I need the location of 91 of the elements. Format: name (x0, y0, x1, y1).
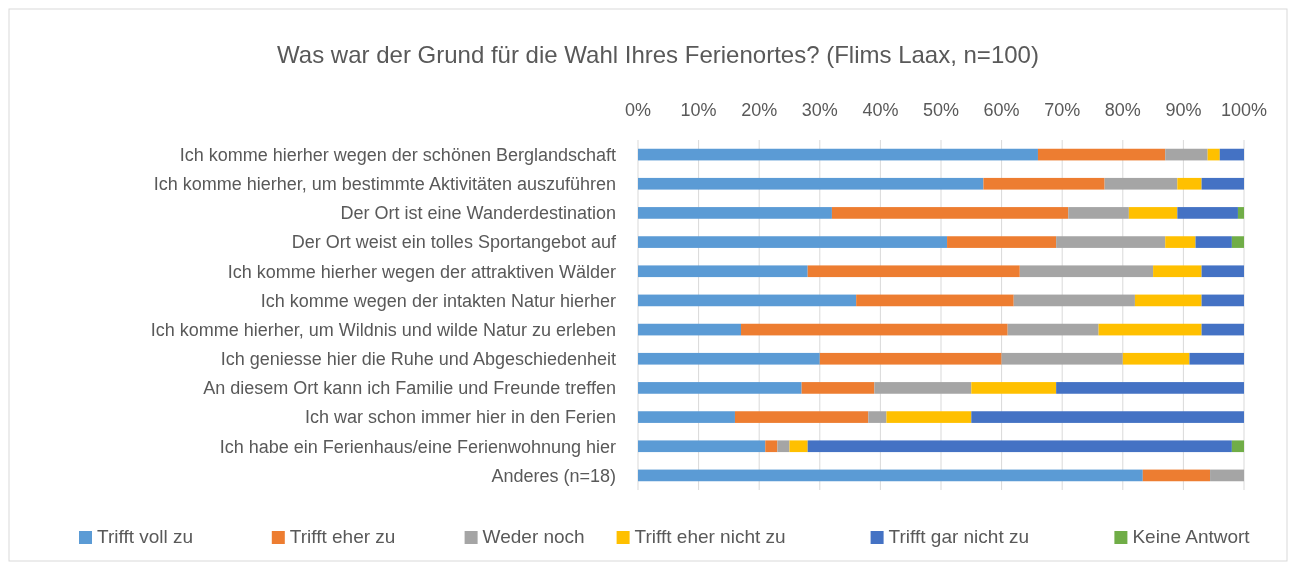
bar (1237, 207, 1244, 219)
chart-title: Was war der Grund für die Wahl Ihres Ferienortes? (Flims Laax, n=100) (277, 41, 1039, 68)
bar (1201, 323, 1244, 336)
bar (874, 382, 972, 394)
x-tick-label: 20% (741, 100, 778, 120)
x-tick-label: 60% (983, 100, 1020, 120)
bar (971, 411, 1244, 423)
bar (638, 148, 1038, 161)
y-tick-label: Der Ort ist eine Wanderdestination (340, 203, 616, 224)
bar (1098, 323, 1202, 336)
bar (734, 411, 869, 423)
bar (789, 440, 808, 453)
bar (1037, 148, 1166, 161)
bar (638, 236, 948, 248)
bar (1177, 177, 1202, 190)
y-tick-label: Ich komme hierher, um bestimmte Aktivitäten auszuführen (153, 174, 616, 195)
bar (638, 382, 802, 394)
bar (1177, 207, 1238, 219)
bar (1056, 382, 1244, 394)
bar (1068, 207, 1129, 219)
bar (638, 469, 1143, 482)
bar (1207, 148, 1220, 161)
bar (638, 352, 820, 365)
bar (819, 352, 1002, 365)
x-tick-label: 30% (801, 100, 838, 120)
bar (638, 177, 984, 190)
bar (638, 294, 857, 307)
bar (868, 411, 887, 423)
y-tick-label: Ich habe ein Ferienhaus/eine Ferienwohnung hier (219, 436, 616, 457)
y-tick-label: Der Ort weist ein tolles Sportangebot auf (291, 232, 617, 253)
x-tick-label: 10% (680, 100, 717, 120)
bar (1142, 469, 1211, 482)
y-tick-label: Ich komme hierher wegen der attraktiven Wälder (227, 261, 616, 282)
bar (1231, 236, 1244, 248)
x-tick-label: 100% (1220, 100, 1268, 120)
x-tick-label: 80% (1104, 100, 1141, 120)
bar (638, 265, 808, 278)
bar (1134, 294, 1202, 307)
bar (1210, 469, 1244, 482)
bar (1189, 352, 1244, 365)
bar (856, 294, 1014, 307)
bar (801, 382, 875, 394)
legend-label: Weder noch (482, 526, 585, 547)
bar (807, 440, 1232, 453)
x-tick-label: 90% (1165, 100, 1202, 120)
y-tick-label: Ich komme hierher wegen der schönen Berglandschaft (179, 144, 616, 165)
bar (1201, 265, 1244, 278)
bar (831, 207, 1069, 219)
bar (886, 411, 972, 423)
bar (1165, 236, 1196, 248)
x-tick-label: 0% (624, 100, 652, 120)
bar (1122, 352, 1190, 365)
bar (1165, 148, 1208, 161)
y-tick-label: Ich war schon immer hier in den Ferien (304, 407, 616, 428)
bar (741, 323, 1008, 336)
bar (638, 440, 766, 453)
legend-label: Trifft eher zu (289, 526, 396, 547)
bar (1007, 323, 1099, 336)
bar (983, 177, 1105, 190)
bar (1231, 440, 1244, 453)
bar (807, 265, 1020, 278)
bar (1019, 265, 1154, 278)
bar (1056, 236, 1166, 248)
bar (1104, 177, 1178, 190)
x-tick-label: 50% (922, 100, 960, 120)
bar (638, 207, 832, 219)
bar (1201, 294, 1244, 307)
bar (777, 440, 790, 453)
legend-label: Trifft eher nicht zu (634, 526, 786, 547)
x-tick-label: 40% (862, 100, 899, 120)
bar (1001, 352, 1123, 365)
bar (638, 323, 742, 336)
y-tick-label: An diesem Ort kann ich Familie und Freunde treffen (203, 378, 616, 399)
bar (971, 382, 1057, 394)
legend-label: Trifft gar nicht zu (888, 526, 1030, 547)
bar (1128, 207, 1178, 219)
bar (638, 411, 735, 423)
legend-label: Keine Antwort (1132, 526, 1251, 547)
bar (765, 440, 778, 453)
y-tick-label: Anderes (n=18) (491, 465, 616, 486)
bar (1153, 265, 1202, 278)
bar (1219, 148, 1244, 161)
bar (947, 236, 1057, 248)
x-tick-label: 70% (1044, 100, 1081, 120)
y-tick-label: Ich geniesse hier die Ruhe und Abgeschiedenheit (220, 349, 616, 370)
bar (1195, 236, 1232, 248)
y-tick-label: Ich komme hierher, um Wildnis und wilde Natur zu erleben (150, 319, 616, 340)
bar (1013, 294, 1135, 307)
bar (1201, 177, 1244, 190)
y-tick-label: Ich komme wegen der intakten Natur hierher (260, 290, 616, 311)
legend-label: Trifft voll zu (97, 526, 194, 547)
